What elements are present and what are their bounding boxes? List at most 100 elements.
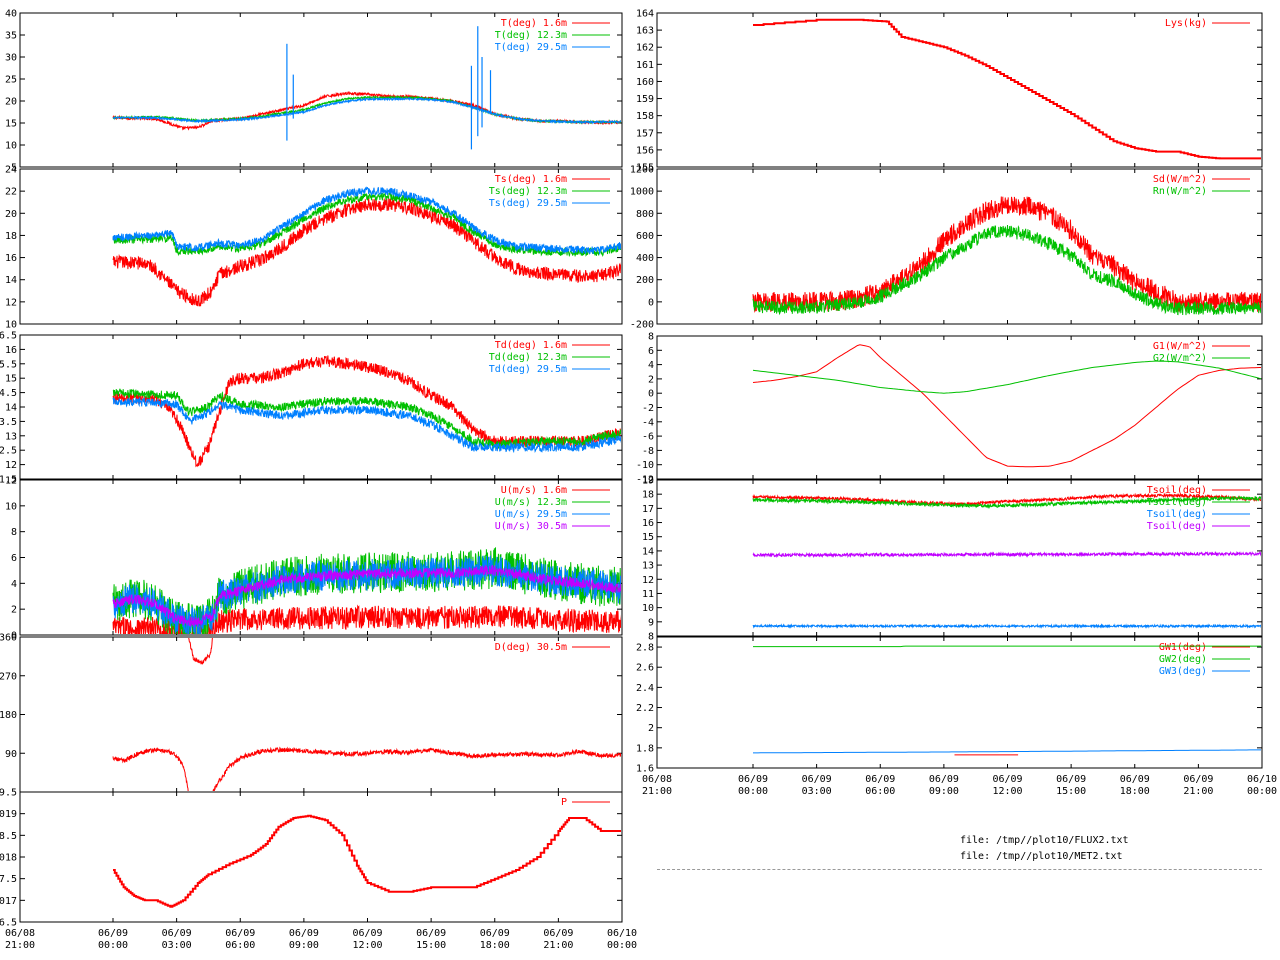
y-tick-label: 1018	[0, 853, 17, 864]
y-tick-label: 35	[5, 31, 17, 42]
panel-u: 0 2 4 6 8 10 12 U(m/s) 1.6mU(m/s) 12.3mU(m/s) 2…	[5, 476, 623, 642]
series-g-1	[752, 360, 1261, 394]
series-gw-2	[753, 749, 1261, 754]
y-tick-label: 13	[5, 431, 17, 442]
series-gw-1	[753, 645, 1261, 648]
y-tick-label: 1.8	[636, 743, 654, 754]
y-tick-label: 2	[648, 374, 654, 385]
y-tick-label: -2	[642, 403, 654, 414]
legend-label: Ts(deg) 29.5m	[489, 198, 567, 209]
panel-frame	[19, 168, 623, 325]
legend-label: Td(deg) 12.3m	[489, 352, 567, 363]
y-tick-label: 155	[636, 163, 654, 174]
x-tick-label: 06/09	[289, 928, 319, 939]
y-tick-label: 164	[636, 9, 654, 20]
panel-frame	[19, 12, 623, 168]
x-tick-label: 06:00	[225, 940, 255, 951]
legend-label: G2(W/m^2)	[1153, 353, 1207, 364]
y-tick-label: 5	[11, 163, 17, 174]
x-tick-label: 15:00	[1056, 786, 1086, 797]
legend-label: P	[561, 797, 567, 808]
divider	[657, 869, 1262, 870]
y-tick-label: 2.8	[636, 643, 654, 654]
x-tick-label: 18:00	[480, 940, 510, 951]
series-tsoil-1	[752, 495, 1261, 510]
series-ts-0	[112, 197, 621, 307]
y-tick-label: 90	[5, 749, 17, 760]
y-tick-label: 11.5	[0, 475, 17, 486]
series-g-0	[752, 344, 1261, 468]
legend-label: Td(deg) 29.5m	[489, 364, 567, 375]
x-tick-label: 06/09	[98, 928, 128, 939]
legend-label: U(m/s) 1.6m	[501, 485, 567, 496]
series-u-2	[112, 555, 621, 634]
y-tick-label: 158	[636, 111, 654, 122]
y-tick-label: 2.4	[636, 683, 654, 694]
y-tick-label: 24	[5, 165, 17, 176]
panel-sd: -200 0 200 400 600 800 1000 1200 Sd(W/m^2)Rn(W/m…	[630, 165, 1263, 331]
y-tick-label: 0	[11, 631, 17, 642]
y-tick-label: -10	[636, 460, 654, 471]
x-tick-label: 06/09	[738, 774, 768, 785]
series-tsoil-2	[752, 623, 1261, 630]
y-tick-label: 9	[648, 617, 654, 628]
x-tick-label: 06/09	[543, 928, 573, 939]
legend-label: GW1(deg)	[1159, 642, 1207, 653]
y-tick-label: 2	[11, 605, 17, 616]
y-tick-label: 16	[642, 518, 654, 529]
legend-label: G1(W/m^2)	[1153, 341, 1207, 352]
y-tick-label: 600	[636, 231, 654, 242]
y-tick-label: 1000	[630, 187, 654, 198]
y-tick-label: 15.5	[0, 359, 17, 370]
y-tick-label: 12	[5, 297, 17, 308]
y-tick-label: 1019.5	[0, 788, 17, 799]
x-tick-label: 06/09	[1183, 774, 1213, 785]
x-tick-label: 06/08	[5, 928, 35, 939]
y-tick-label: 10	[5, 320, 17, 331]
panel-frame	[656, 12, 1263, 168]
y-tick-label: 1018.5	[0, 831, 17, 842]
x-tick-label: 15:00	[416, 940, 446, 951]
panel-g: -12 -10 -8 -6 -4 -2 0 2 4 6 8 G1(W/m^2)G2(W/m^2)	[636, 332, 1263, 486]
legend-label: Tsoil(deg)	[1147, 509, 1207, 520]
series-d-0	[112, 638, 621, 791]
y-tick-label: 14	[5, 403, 17, 414]
legend-label: U(m/s) 29.5m	[495, 509, 567, 520]
y-tick-label: 159	[636, 94, 654, 105]
file-met: file: /tmp//plot10/MET2.txt	[960, 851, 1123, 862]
y-tick-label: -6	[642, 432, 654, 443]
file-list: file: /tmp//plot10/FLUX2.txt file: /tmp//…	[960, 833, 1129, 865]
y-tick-label: 40	[5, 9, 17, 20]
y-tick-label: 1200	[630, 165, 654, 176]
panel-td: 11.51212.51313.51414.51515.51616.5Td(deg…	[0, 331, 623, 486]
x-tick-label: 06:00	[865, 786, 895, 797]
legend-label: Tsoil(deg)	[1147, 497, 1207, 508]
y-tick-label: 4	[11, 579, 17, 590]
x-tick-label: 00:00	[98, 940, 128, 951]
y-tick-label: 17	[642, 504, 654, 515]
y-tick-label: 1016.5	[0, 918, 17, 929]
series-tsoil-0	[752, 492, 1261, 507]
legend-label: GW3(deg)	[1159, 666, 1207, 677]
y-tick-label: 16	[5, 345, 17, 356]
y-tick-label: 157	[636, 128, 654, 139]
y-tick-label: 1017	[0, 896, 17, 907]
y-tick-label: 20	[5, 209, 17, 220]
y-tick-label: 163	[636, 26, 654, 37]
x-tick-label: 06/09	[1056, 774, 1086, 785]
y-tick-label: 1017.5	[0, 874, 17, 885]
y-tick-label: 16	[5, 253, 17, 264]
panel-frame	[656, 636, 1263, 769]
x-tick-label: 21:00	[1183, 786, 1213, 797]
y-tick-label: 14	[642, 546, 654, 557]
y-tick-label: 6	[11, 553, 17, 564]
y-tick-label: 2.2	[636, 703, 654, 714]
x-tick-label: 00:00	[738, 786, 768, 797]
legend-label: Tsoil(deg)	[1147, 521, 1207, 532]
legend-label: Ts(deg) 1.6m	[495, 174, 567, 185]
x-tick-label: 06/08	[642, 774, 672, 785]
y-tick-label: 2.6	[636, 663, 654, 674]
y-tick-label: 11	[642, 589, 654, 600]
